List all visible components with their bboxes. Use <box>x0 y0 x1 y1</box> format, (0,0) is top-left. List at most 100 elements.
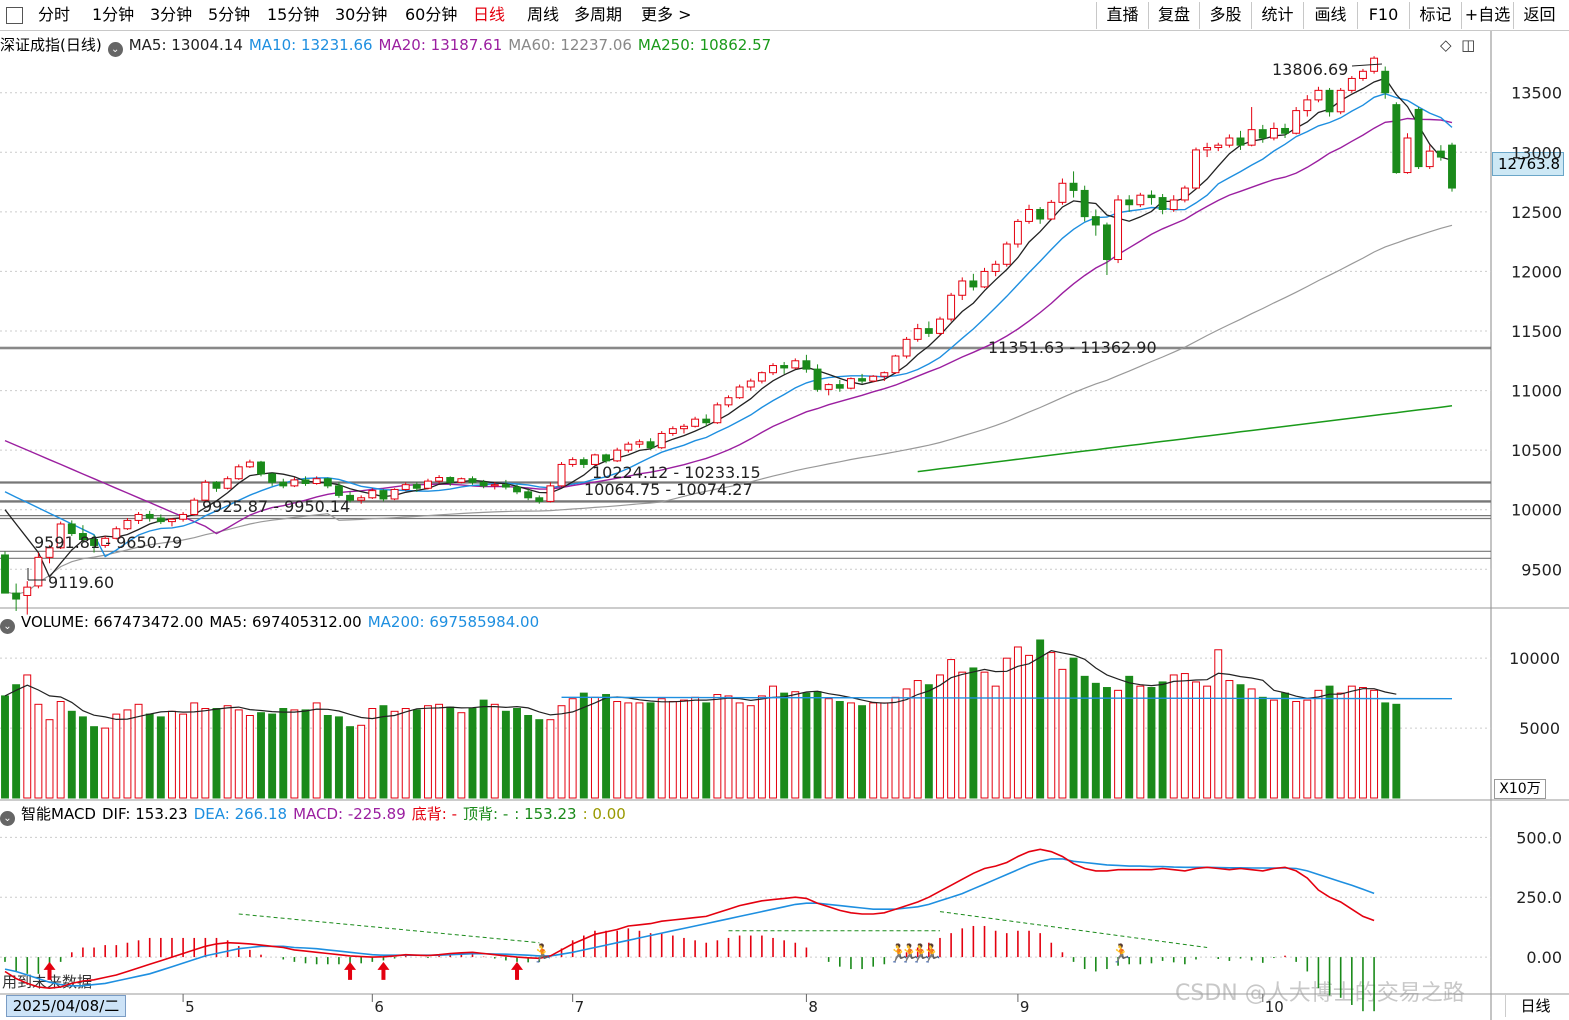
period-tab-3[interactable]: 5分钟 <box>208 5 251 24</box>
price-tick: 13500 <box>1511 84 1562 103</box>
candle-body <box>1281 127 1289 134</box>
volume-bar <box>802 692 811 799</box>
candle-body <box>769 365 777 374</box>
volume-bar <box>579 692 588 799</box>
volume-settings-icon[interactable]: ⌄ <box>0 619 15 634</box>
toolbar-button-1[interactable]: 复盘 <box>1148 2 1199 29</box>
candle-body <box>457 478 466 483</box>
period-tab-10[interactable]: 更多 > <box>641 5 692 24</box>
volume-bar <box>368 708 377 799</box>
candle-body <box>958 280 967 296</box>
candle-body <box>691 418 700 427</box>
volume-bar <box>535 719 544 799</box>
toolbar-button-7[interactable]: +自选 <box>1461 2 1513 29</box>
price-annotation: 10224.12 - 10233.15 <box>592 463 761 482</box>
volume-bar <box>424 705 432 799</box>
candle-body <box>1080 189 1089 218</box>
period-tab-6[interactable]: 60分钟 <box>405 5 458 24</box>
volume-ma200-line <box>561 696 1453 700</box>
candle-body <box>1025 208 1033 222</box>
volume-bar <box>1125 675 1134 799</box>
macd-v2: : 0.00 <box>582 805 626 823</box>
candle-body <box>969 280 978 288</box>
volume-bar <box>1370 689 1379 799</box>
volume-bar <box>257 712 265 799</box>
volume-bar <box>67 710 76 799</box>
ma10-label: MA10: 13231.66 <box>248 36 373 54</box>
high-arrow <box>1351 63 1383 67</box>
period-tab-2[interactable]: 3分钟 <box>150 5 193 24</box>
candle-body <box>45 547 54 558</box>
diamond-icon[interactable]: ◇ <box>1440 36 1452 54</box>
volume-tick: 10000 <box>1509 649 1560 668</box>
candle-body <box>468 478 477 483</box>
volume-bar <box>1269 699 1278 799</box>
candle-body <box>34 556 43 587</box>
period-tab-5[interactable]: 30分钟 <box>335 5 388 24</box>
menu-checkbox-icon[interactable] <box>6 7 23 24</box>
period-tab-9[interactable]: 多周期 <box>574 5 623 24</box>
toolbar-button-6[interactable]: 标记 <box>1409 2 1461 29</box>
volume-bar <box>1247 688 1256 799</box>
macd-settings-icon[interactable]: ⌄ <box>0 811 15 826</box>
candle-body <box>145 513 154 519</box>
volume-bar <box>1 695 9 799</box>
toolbar-button-2[interactable]: 多股 <box>1199 2 1251 29</box>
period-tab-0[interactable]: 分时 <box>38 5 71 24</box>
volume-bar <box>457 712 466 799</box>
candle-body <box>590 454 599 465</box>
volume-bar <box>156 716 165 799</box>
price-tick: 12000 <box>1511 262 1562 281</box>
divergence-dashed-line <box>238 913 540 944</box>
settings-icon[interactable]: ⌄ <box>107 42 123 57</box>
period-tab-7[interactable]: 日线 <box>473 5 506 24</box>
toolbar-button-3[interactable]: 统计 <box>1251 2 1303 29</box>
candle-body <box>1258 129 1267 139</box>
bottom-divergence: 底背: - <box>411 805 457 823</box>
candle-body <box>1036 208 1045 220</box>
volume-bar <box>924 684 933 799</box>
period-selector[interactable]: 日线 <box>1505 995 1565 1017</box>
ma10-line <box>4 92 1453 558</box>
volume-bar <box>635 702 644 799</box>
candle-body <box>735 386 744 399</box>
candle-body <box>323 478 332 487</box>
volume-bar <box>112 713 121 799</box>
period-tab-1[interactable]: 1分钟 <box>92 5 135 24</box>
volume-unit-label: X10万 <box>1494 779 1546 799</box>
volume-bar <box>780 692 789 799</box>
candle-body <box>713 404 722 424</box>
period-tab-4[interactable]: 15分钟 <box>267 5 320 24</box>
maximize-icon[interactable]: ◫ <box>1461 36 1476 54</box>
volume-bar <box>190 702 199 799</box>
volume-bar <box>891 696 900 799</box>
candle-body <box>312 478 321 484</box>
candle-body <box>1425 150 1434 168</box>
ma60-line <box>4 224 1453 596</box>
candle-body <box>1192 149 1200 189</box>
volume-bar <box>613 701 622 799</box>
volume-bar <box>245 715 254 799</box>
runner-icon: 🏃 <box>887 942 909 964</box>
price-tick: 12500 <box>1511 203 1562 222</box>
price-tick: 10000 <box>1511 501 1562 520</box>
candle-body <box>1203 147 1212 151</box>
x-label: 5 <box>185 998 195 1016</box>
toolbar-button-4[interactable]: 画线 <box>1303 2 1357 29</box>
volume-bar <box>179 713 188 799</box>
period-tab-8[interactable]: 周线 <box>527 5 560 24</box>
candle-body <box>1236 137 1245 146</box>
toolbar-button-8[interactable]: 返回 <box>1513 2 1565 29</box>
candle-body <box>1303 99 1312 112</box>
toolbar-button-5[interactable]: F10 <box>1357 2 1409 29</box>
volume-bar <box>546 719 555 799</box>
candle-body <box>1169 199 1178 210</box>
ma60-label: MA60: 12237.06 <box>508 36 632 54</box>
volume-bar <box>813 691 822 799</box>
macd-tick: 500.0 <box>1516 828 1562 847</box>
candle-body <box>613 449 622 462</box>
volume-bar <box>769 685 777 799</box>
volume-bar <box>1203 685 1212 799</box>
toolbar-button-0[interactable]: 直播 <box>1096 2 1148 29</box>
